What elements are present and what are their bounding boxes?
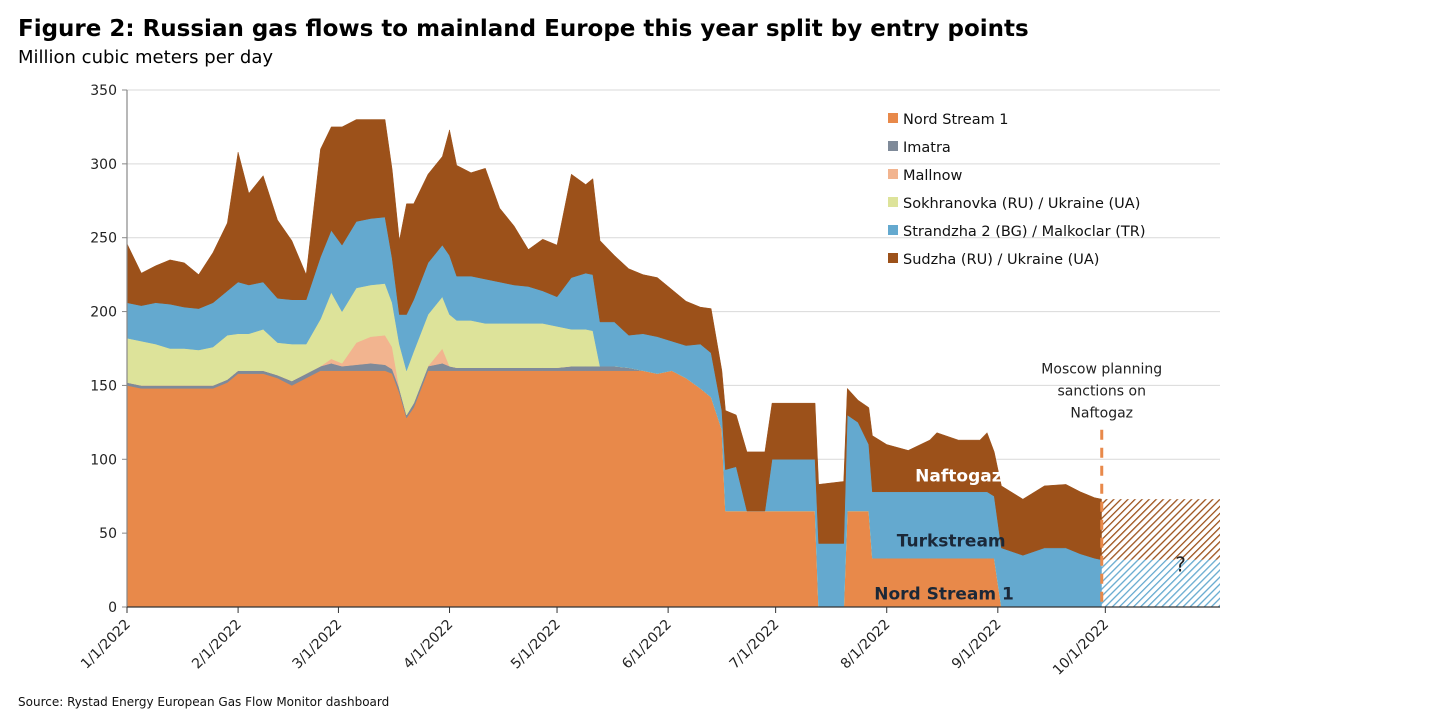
forecast-hatched-area: ? <box>1101 499 1220 607</box>
source-note: Source: Rystad Energy European Gas Flow … <box>18 695 389 709</box>
y-tick-label: 300 <box>90 157 117 173</box>
forecast-band <box>1101 499 1220 560</box>
chart-subtitle: Million cubic meters per day <box>18 47 273 68</box>
x-tick-label: 8/1/2022 <box>838 617 894 673</box>
x-tick-label: 10/1/2022 <box>1050 617 1112 679</box>
event-marker-label: Moscow planning <box>1041 362 1162 378</box>
legend-swatch <box>888 113 898 123</box>
x-tick-label: 3/1/2022 <box>289 617 345 673</box>
y-tick-label: 250 <box>90 231 117 247</box>
series-annotation: Nord Stream 1 <box>874 585 1014 605</box>
legend-label: Imatra <box>903 140 951 156</box>
chart-title: Figure 2: Russian gas flows to mainland … <box>18 16 1029 42</box>
legend-swatch <box>888 253 898 263</box>
x-tick-label: 4/1/2022 <box>401 617 457 673</box>
series-annotation: Naftogaz <box>915 467 1002 487</box>
legend-swatch <box>888 141 898 151</box>
legend-swatch <box>888 169 898 179</box>
x-tick-label: 6/1/2022 <box>619 617 675 673</box>
legend-swatch <box>888 197 898 207</box>
forecast-band <box>1101 559 1220 607</box>
y-tick-label: 0 <box>108 600 117 616</box>
legend: Nord Stream 1 Imatra Mallnow Sokhranovka (R… <box>888 112 1146 268</box>
y-tick-label: 150 <box>90 378 117 394</box>
event-marker-label: sanctions on <box>1058 384 1146 400</box>
legend-label: Sudzha (RU) / Ukraine (UA) <box>903 252 1099 268</box>
y-tick-label: 350 <box>90 83 117 99</box>
legend-label: Sokhranovka (RU) / Ukraine (UA) <box>903 196 1140 212</box>
x-tick-label: 7/1/2022 <box>727 617 783 673</box>
legend-label: Mallnow <box>903 168 963 184</box>
y-tick-label: 100 <box>90 452 117 468</box>
legend-label: Nord Stream 1 <box>903 112 1009 128</box>
series-areas <box>126 119 1102 608</box>
y-tick-label: 200 <box>90 305 117 321</box>
question-mark: ? <box>1175 553 1186 577</box>
legend-swatch <box>888 225 898 235</box>
legend-label: Strandzha 2 (BG) / Malkoclar (TR) <box>903 224 1146 240</box>
event-marker-label: Naftogaz <box>1070 406 1133 422</box>
series-annotation: Turkstream <box>897 532 1006 552</box>
y-tick-label: 50 <box>99 526 117 542</box>
annotations: Moscow planning sanctions on Naftogaz Nafto… <box>874 362 1162 607</box>
x-tick-label: 5/1/2022 <box>508 617 564 673</box>
x-tick-label: 9/1/2022 <box>949 617 1005 673</box>
x-tick-label: 1/1/2022 <box>78 617 134 673</box>
x-tick-label: 2/1/2022 <box>189 617 245 673</box>
